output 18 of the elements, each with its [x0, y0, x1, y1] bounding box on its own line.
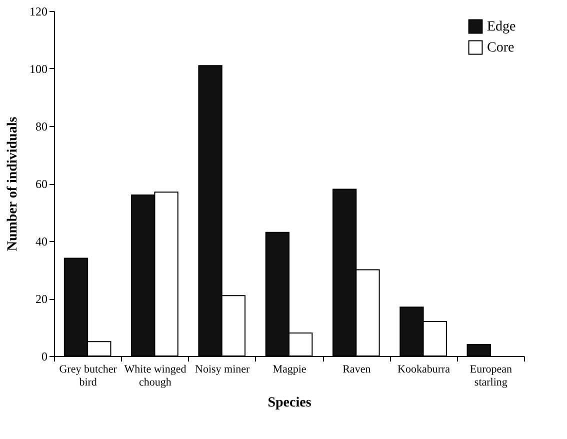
y-tick-label: 20 [36, 292, 48, 306]
legend-label: Edge [487, 20, 516, 34]
y-tick-label: 100 [30, 62, 48, 76]
y-tick-label: 60 [36, 177, 48, 191]
x-tick-label: European starling [470, 364, 512, 388]
y-tick-label: 0 [42, 350, 48, 364]
y-axis-title: Number of individuals [6, 116, 20, 252]
y-tick-label: 80 [36, 120, 48, 134]
x-tick-label: Kookaburra [398, 364, 450, 376]
x-tick-label: Magpie [272, 364, 306, 376]
y-tick-label: 120 [30, 4, 48, 18]
x-tick-label: White winged chough [124, 364, 187, 388]
x-axis-title: Species [268, 396, 312, 410]
y-tick-label: 40 [36, 234, 48, 248]
x-tick-label: Noisy miner [195, 364, 250, 376]
legend-label: Core [487, 40, 514, 56]
x-tick-label: Grey butcher bird [59, 364, 118, 388]
x-tick-label: Raven [342, 364, 372, 376]
